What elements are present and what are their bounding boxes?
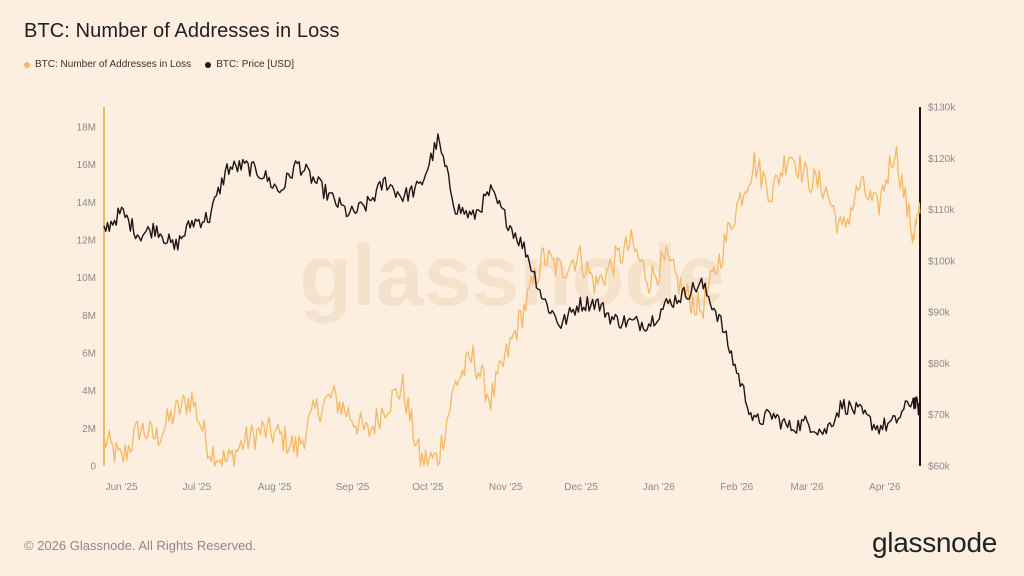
x-tick-label: Mar '26 — [790, 482, 823, 493]
right-tick-label: $120k — [928, 154, 956, 165]
left-tick-label: 18M — [77, 123, 96, 134]
x-tick-label: Aug '25 — [258, 482, 292, 493]
x-tick-label: Feb '26 — [720, 482, 753, 493]
right-tick-label: $90k — [928, 308, 951, 319]
right-tick-label: $130k — [928, 103, 956, 114]
series-group — [103, 133, 921, 467]
legend-item-price[interactable]: BTC: Price [USD] — [205, 59, 294, 70]
right-tick-label: $110k — [928, 205, 956, 216]
legend-label-addresses: BTC: Number of Addresses in Loss — [35, 59, 192, 70]
left-tick-label: 0 — [90, 462, 96, 473]
x-tick-label: Sep '25 — [336, 482, 370, 493]
left-tick-label: 10M — [77, 273, 96, 284]
legend-dot-addresses — [24, 61, 30, 68]
legend-dot-price — [205, 61, 212, 68]
series-line-btc-price — [103, 133, 921, 436]
x-tick-label: Dec '25 — [564, 482, 598, 493]
x-tick-label: Apr '26 — [869, 482, 901, 493]
left-tick-label: 2M — [82, 424, 96, 435]
left-tick-label: 4M — [82, 386, 96, 397]
chart-title: BTC: Number of Addresses in Loss — [24, 20, 340, 42]
watermark: glassnode — [299, 228, 724, 324]
axes: 0 2M 4M 6M 8M 10M 12M 14M 16M 18M $60k $70k $80k $90k… — [77, 103, 957, 494]
x-tick-label: Oct '25 — [412, 482, 444, 493]
copyright-text: © 2026 Glassnode. All Rights Reserved. — [24, 538, 257, 553]
left-tick-label: 6M — [82, 349, 96, 360]
left-tick-label: 12M — [77, 236, 96, 247]
right-tick-label: $70k — [928, 410, 951, 421]
left-tick-label: 16M — [77, 160, 96, 171]
legend-label-price: BTC: Price [USD] — [216, 59, 294, 70]
x-tick-label: Jun '25 — [106, 482, 138, 493]
right-tick-label: $80k — [928, 359, 951, 370]
left-tick-label: 14M — [77, 198, 96, 209]
x-tick-label: Jan '26 — [643, 482, 675, 493]
series-line-addresses-in-loss — [103, 145, 921, 467]
left-tick-label: 8M — [82, 311, 96, 322]
x-tick-label: Nov '25 — [489, 482, 523, 493]
right-tick-label: $60k — [928, 462, 951, 473]
legend: BTC: Number of Addresses in Loss BTC: Pr… — [24, 59, 294, 70]
x-tick-label: Jul '25 — [183, 482, 212, 493]
brand-logo: glassnode — [872, 527, 997, 558]
legend-item-addresses[interactable]: BTC: Number of Addresses in Loss — [24, 59, 191, 70]
right-tick-label: $100k — [928, 256, 956, 267]
